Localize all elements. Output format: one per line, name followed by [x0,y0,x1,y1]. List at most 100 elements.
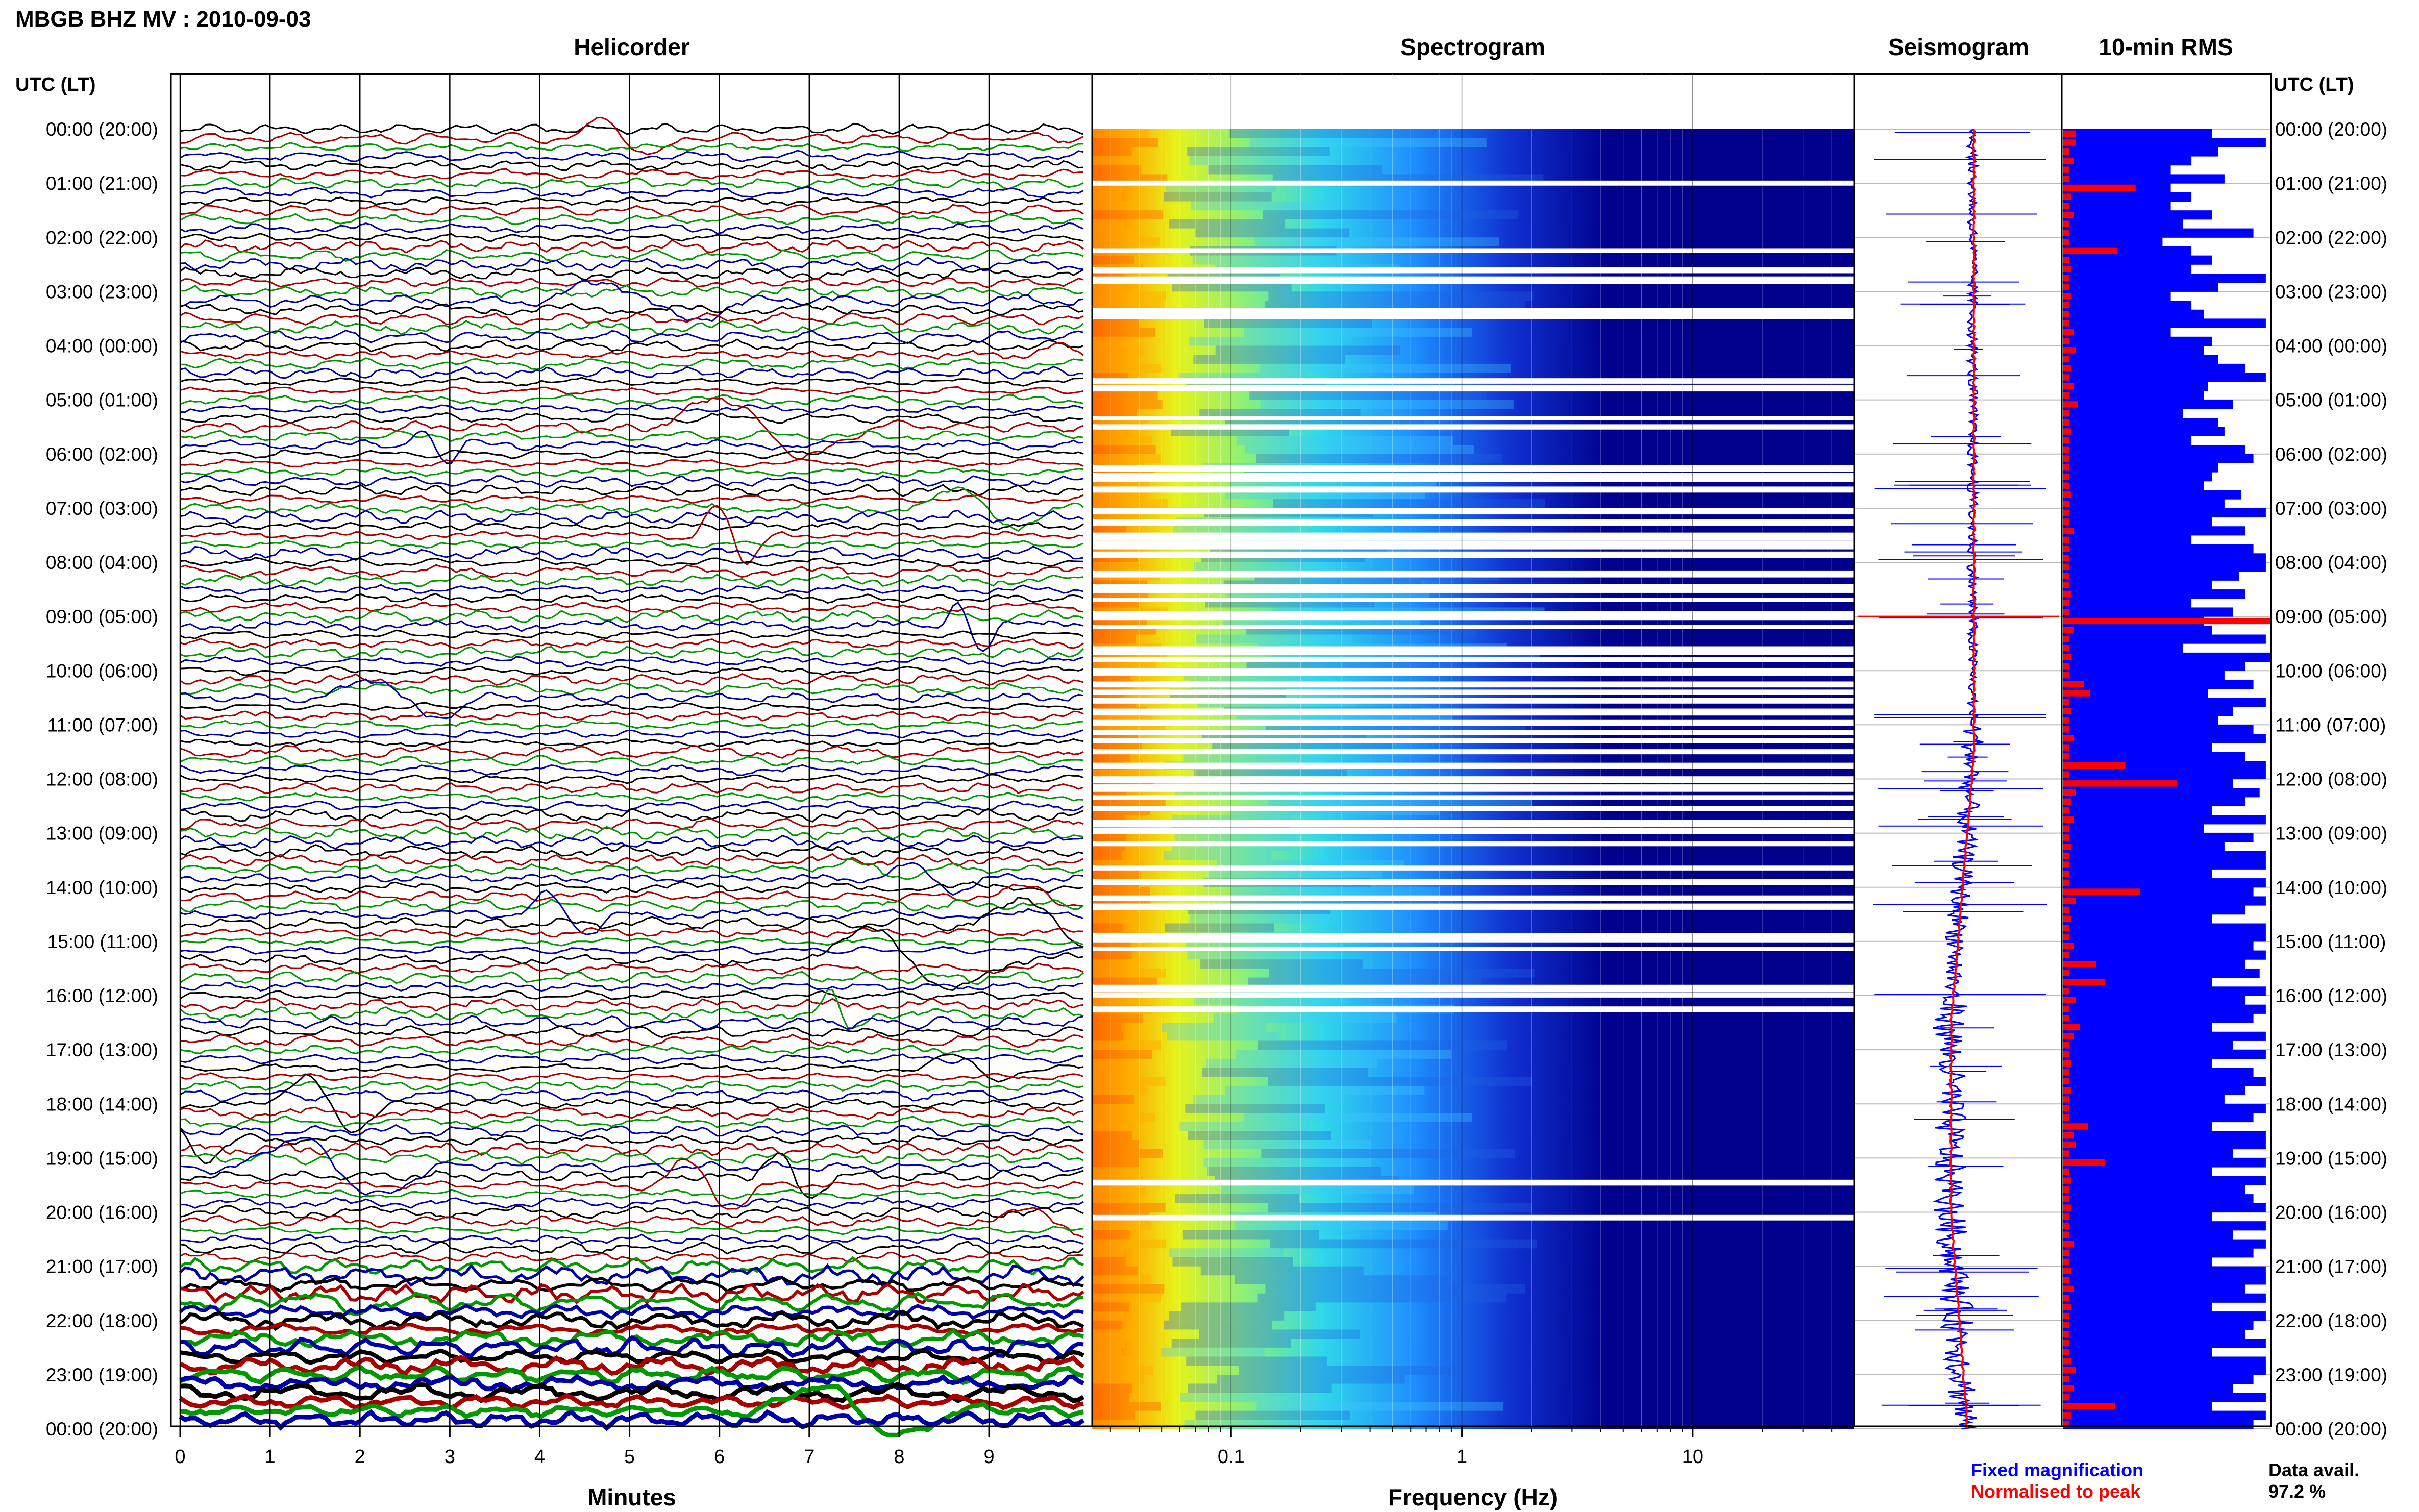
rms-normalised-bar [2063,735,2074,742]
spectrogram-row-texture [1179,1122,1310,1131]
rms-fixed-bar [2063,950,2266,960]
rms-fixed-bar [2063,418,2218,428]
spectrogram-x-axis-label: Frequency (Hz) [1388,1484,1558,1510]
rms-normalised-bar [2063,617,2270,625]
rms-normalised-bar [2063,491,2072,498]
rms-normalised-bar [2063,861,2070,868]
rms-normalised-bar [2063,1015,2070,1022]
spectrogram-row-texture [1092,996,1135,1005]
spectrogram-row-texture [1269,968,1535,978]
rms-fixed-bar [2063,1329,2245,1339]
rms-normalised-bar [2063,780,2177,787]
time-tick-label: 18:00 (14:00) [2275,1094,2387,1114]
spectrogram-gap [1092,879,1854,885]
rms-normalised-bar [2063,871,2070,877]
spectrogram-row-texture [1092,1112,1156,1122]
spectrogram-row-texture [1092,1185,1146,1195]
rms-normalised-bar [2063,753,2070,760]
time-tick-label: 05:00 (01:00) [2275,390,2387,411]
rms-fixed-bar [2063,625,2212,635]
rms-fixed-bar [2063,752,2245,761]
spectrogram-gap [1092,486,1854,493]
rms-normalised-bar [2063,139,2076,146]
rms-normalised-bar [2063,257,2070,263]
spectrogram-row-texture [1188,1383,1332,1393]
rms-fixed-bar [2063,905,2245,915]
helicorder-trace [180,458,1084,468]
spectrogram-row-texture [1193,1095,1345,1104]
spectrogram-row-texture [1092,1104,1131,1113]
spectrogram-row-texture [1195,228,1350,238]
seismogram-panel [1853,73,2063,1430]
spectrogram-row-texture [1092,1329,1137,1339]
rms-normalised-bar [2063,1331,2070,1337]
time-tick-label: 00:00 (20:00) [46,119,158,140]
helicorder-trace [179,1303,1084,1321]
helicorder-trace [180,1282,1084,1305]
rms-normalised-bar [2063,1159,2105,1166]
rms-fixed-bar [2063,1068,2254,1077]
rms-frame [2061,73,2272,1427]
data-availability-label: Data avail. [2268,1459,2359,1480]
rms-fixed-bar [2063,1347,2212,1357]
spectrogram-row-texture [1092,436,1152,445]
rms-fixed-bar [2063,445,2245,455]
spectrogram-row-texture [1092,1284,1165,1294]
helicorder-trace [180,430,1084,464]
helicorder-trace [180,303,1084,316]
spectrogram-title: Spectrogram [1400,34,1545,60]
helicorder-trace [180,1348,1084,1365]
rms-fixed-bar [2063,878,2266,888]
time-tick-label: 17:00 (13:00) [2275,1039,2387,1060]
legend-normalised-to-peak: Normalised to peak [1971,1481,2141,1502]
spectrogram-row-texture [1270,1239,1537,1249]
spectrogram-row-texture [1092,851,1122,860]
rms-normalised-bar [2063,1132,2074,1139]
helicorder-minute-grid [179,74,990,1426]
helicorder-trace [179,1263,1084,1287]
rms-normalised-bar [2063,410,2070,417]
time-tick-label: 04:00 (00:00) [2275,336,2387,357]
rms-fixed-bar [2063,815,2266,825]
rms-normalised-bar [2063,590,2072,598]
helicorder-trace [180,981,1084,992]
rms-fixed-bar [2063,734,2266,743]
spectrogram-row-texture [1092,1383,1132,1393]
rms-fixed-bar [2063,508,2266,518]
spectrogram-gap [1092,806,1854,811]
spectrogram-row-texture [1169,1311,1285,1321]
rms-fixed-bar [2063,1230,2233,1240]
rms-normalised-bar [2063,455,2070,462]
rms-normalised-bar [2063,265,2072,272]
rms-fixed-bar [2063,996,2245,1005]
helicorder-trace [180,397,1084,460]
helicorder-trace [180,341,1084,360]
helicorder-trace [180,629,1084,640]
rms-fixed-bar [2063,499,2225,509]
helicorder-trace [180,1079,1084,1092]
time-tick-label: 21:00 (17:00) [2275,1256,2387,1277]
helicorder-trace [180,564,1084,579]
spectrogram-gap [1092,1006,1854,1012]
spectrogram-row-texture [1092,129,1150,138]
spectrogram-gap [1092,795,1854,800]
helicorder-trace [180,609,1084,624]
spectrogram-row-texture [1172,1257,1293,1267]
rms-fixed-bar [2063,1158,2266,1168]
helicorder-trace [180,521,1084,531]
spectrogram-row-texture [1092,1013,1143,1023]
rms-fixed-bar [2063,228,2254,238]
spectrogram-gap [1092,540,1854,550]
spectrogram-row-texture [1092,445,1156,454]
spectrogram-gap [1092,611,1854,621]
rms-normalised-bar [2063,464,2070,471]
helicorder-trace [180,989,1084,1029]
spectrogram-gap [1092,267,1854,274]
spectrogram-gap [1092,584,1854,593]
rms-normalised-bar [2063,546,2070,552]
helicorder-trace [180,1158,1084,1210]
rms-normalised-bar [2063,1394,2070,1401]
spectrogram-row-texture [1180,1393,1313,1402]
spectrogram-row-texture [1092,1266,1138,1276]
